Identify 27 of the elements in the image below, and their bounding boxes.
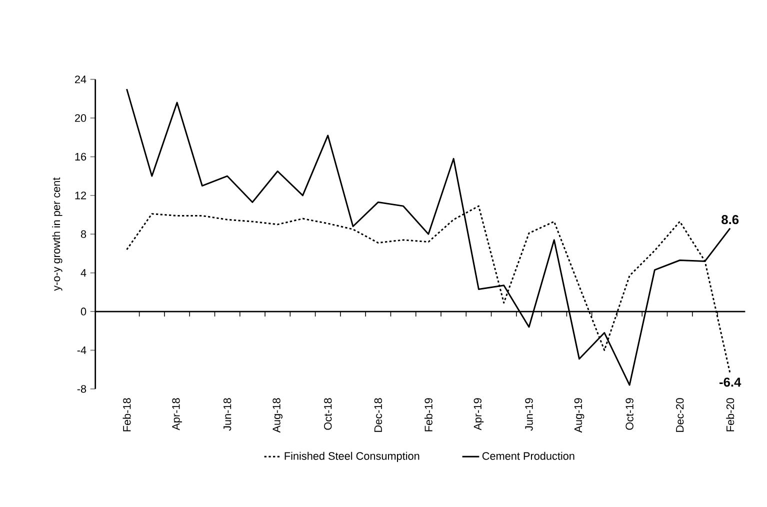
x-tick-label: Feb-20 (726, 398, 734, 432)
y-axis-title: y-o-y growth in per cent (52, 177, 62, 291)
y-tick-label: 24 (75, 76, 86, 84)
annotation: 8.6 (722, 215, 739, 224)
y-tick-label: -4 (77, 346, 86, 354)
x-tick-label: Oct-18 (324, 398, 332, 430)
x-tick-label: Feb-19 (424, 398, 432, 432)
legend-label: Cement Production (482, 452, 574, 460)
y-tick-label: 8 (80, 230, 86, 238)
x-tick-label: Dec-18 (374, 398, 382, 432)
y-tick-label: 12 (75, 192, 86, 200)
y-tick-label: 0 (80, 308, 86, 316)
x-tick-label: Dec-20 (676, 398, 684, 432)
x-tick-label: Jun-19 (525, 398, 533, 431)
y-tick-label: -8 (77, 385, 86, 393)
y-tick-label: 20 (75, 114, 86, 122)
y-tick-label: 4 (80, 269, 86, 277)
x-tick-label: Aug-19 (574, 398, 584, 433)
x-tick-label: Apr-18 (172, 398, 182, 430)
x-tick-label: Apr-19 (474, 398, 484, 430)
x-tick-label: Aug-18 (272, 398, 283, 433)
x-tick-label: Feb-18 (122, 398, 131, 432)
annotation: -6.4 (720, 378, 742, 387)
y-tick-label: 16 (75, 152, 86, 161)
x-tick-label: Jun-18 (223, 398, 232, 431)
legend-label: Finished Steel Consumption (284, 452, 420, 462)
x-tick-label: Oct-19 (626, 398, 634, 430)
